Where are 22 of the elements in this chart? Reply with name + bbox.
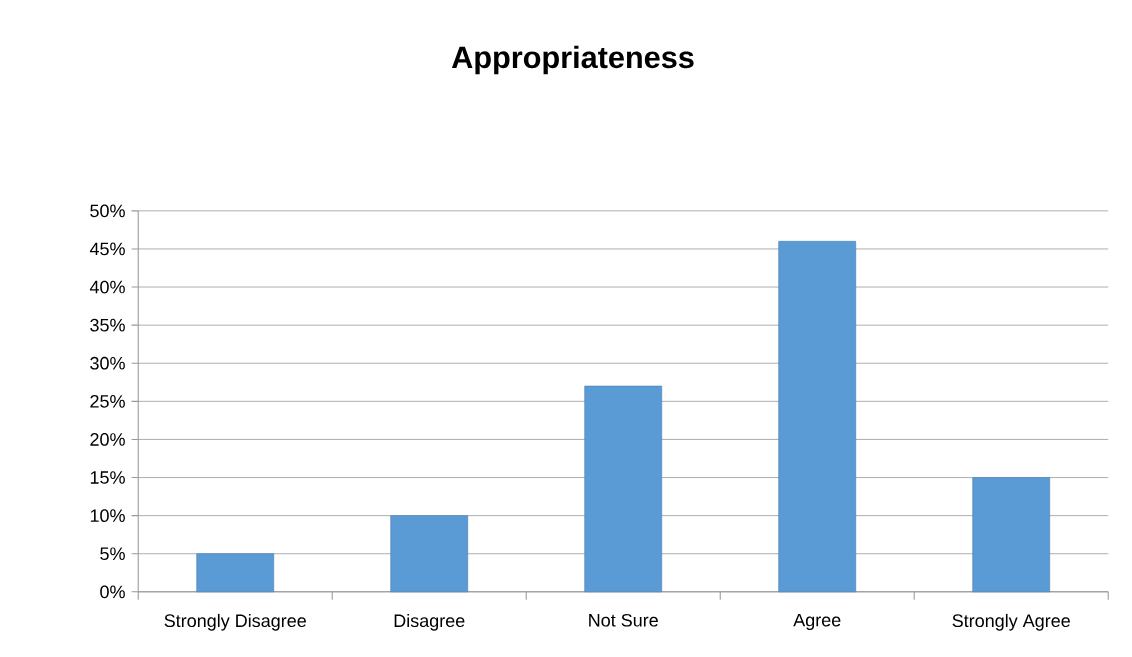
x-tick-label: Strongly Disagree bbox=[164, 613, 306, 631]
y-tick-label: 15% bbox=[90, 471, 125, 484]
y-tick-label: 25% bbox=[90, 394, 125, 408]
y-tick-label: 40% bbox=[89, 280, 125, 294]
bar bbox=[390, 515, 469, 593]
bar bbox=[584, 385, 663, 593]
x-tick-label: Disagree bbox=[394, 613, 465, 631]
x-tick-label: Not Sure bbox=[589, 613, 658, 627]
y-tick-label: 45% bbox=[89, 242, 125, 256]
y-tick-label: 50% bbox=[90, 204, 125, 218]
y-tick-label: 0% bbox=[100, 585, 125, 599]
y-tick-label: 5% bbox=[100, 547, 125, 561]
x-tick-label: Strongly Agree bbox=[952, 613, 1070, 631]
y-tick-label: 30% bbox=[90, 356, 125, 370]
bar bbox=[972, 477, 1051, 593]
bar bbox=[778, 240, 857, 593]
y-tick-label: 10% bbox=[90, 509, 125, 522]
y-tick-label: 20% bbox=[90, 433, 125, 446]
chart-title: Appropriateness bbox=[451, 45, 694, 75]
x-tick-label: Agree bbox=[793, 613, 841, 631]
y-tick-label: 35% bbox=[90, 318, 125, 332]
bar bbox=[196, 553, 275, 593]
